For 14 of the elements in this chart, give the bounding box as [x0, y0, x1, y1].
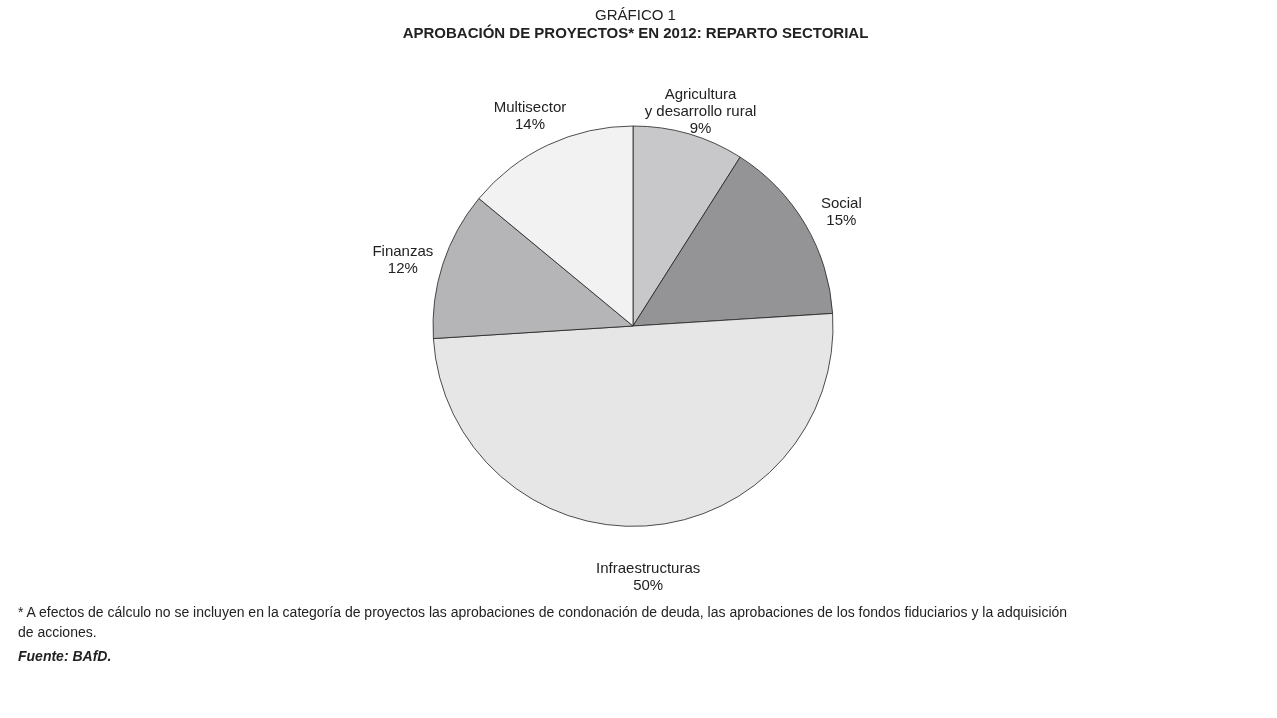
chart-title: GRÁFICO 1 — [595, 6, 676, 23]
data-label: 12% — [387, 259, 418, 277]
slice-label: Agricultura y desarrollo rural — [644, 84, 757, 119]
data-label: 50% — [633, 575, 664, 593]
slice-label: Social — [820, 193, 862, 211]
slice-label: Infraestructuras — [596, 558, 701, 576]
source-note: Fuente: BAfD. — [18, 648, 112, 664]
chart-subtitle: APROBACIÓN DE PROYECTOS* EN 2012: REPARTO SECTORIAL — [402, 24, 869, 41]
slice-label: Finanzas — [372, 242, 434, 260]
slice-label: Multisector — [493, 98, 567, 116]
text: * A efectos de cálculo no se incluyen en la categoría de proyectos las aprobaciones de condonación de deuda, las aprobaciones de los fondos fiduciarios y la adquisición de acciones. — [18, 604, 1068, 640]
data-label: 15% — [826, 210, 857, 228]
data-label: 9% — [689, 118, 712, 136]
data-label: 14% — [514, 115, 545, 133]
